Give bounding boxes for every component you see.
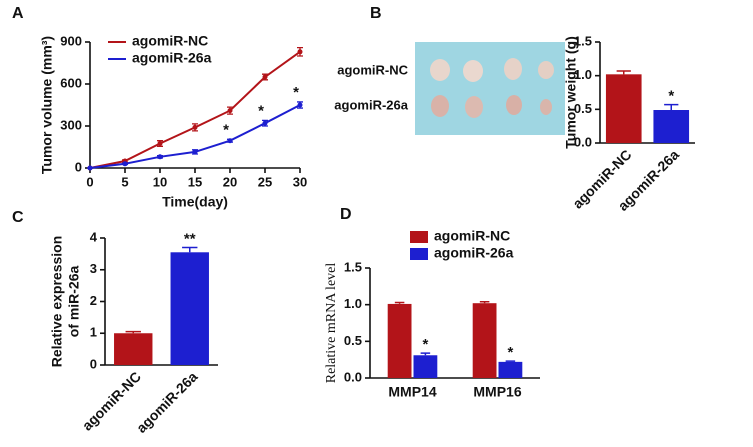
legend-swatch [410,248,428,260]
y-tick-label: 1.5 [344,259,362,274]
tumor [463,60,483,82]
x-tick-label: MMP14 [388,384,436,400]
point [262,74,268,80]
photo-background [415,42,565,135]
tumor [431,95,449,117]
x-tick-label: 25 [258,174,272,189]
y-axis-label: Relative mRNA level [324,263,339,384]
x-tick-label: 20 [223,174,237,189]
x-tick-label: 10 [153,174,167,189]
series-line [89,104,301,169]
point [297,49,303,55]
error-bar [125,330,141,334]
y-axis-label: Tumor weight (g) [563,36,579,149]
y-tick-label: 0.0 [574,134,592,149]
y-tick-label: 2 [90,293,97,308]
tumor [504,58,522,80]
bar [413,355,438,378]
error-bar [182,246,198,253]
image-row-label: agomiR-26a [334,97,408,112]
bar [605,74,642,143]
error-bar [479,300,490,304]
significance: * [422,336,428,353]
significance: * [668,88,674,105]
significance: * [293,84,299,101]
tumor [506,95,522,115]
panel-label: A [12,5,24,22]
error-bar [505,360,516,362]
legend-swatch [410,231,428,243]
y-tick-label: 300 [60,117,82,132]
bar [653,110,690,143]
y-axis-label: Relative expression [49,236,65,368]
panel-label: B [370,5,382,22]
panel-label: C [12,209,24,226]
y-tick-label: 0.0 [344,369,362,384]
error-bar [616,70,631,75]
x-tick-label: 30 [293,174,307,189]
image-row-label: agomiR-NC [337,62,408,77]
point [227,108,233,114]
bar [114,333,153,365]
tumor-photo [415,42,565,135]
point [192,124,198,130]
tumor [465,96,483,118]
significance: * [258,102,264,119]
error-bar [420,352,431,356]
significance: * [507,344,513,361]
point [157,154,163,160]
y-tick-label: 0.5 [574,101,592,116]
tumor [430,59,450,81]
y-tick-label: 1.0 [344,296,362,311]
x-tick-label: 0 [86,174,93,189]
y-tick-label: 0 [75,159,82,174]
y-tick-label: 0 [90,356,97,371]
y-tick-label: 1.5 [574,33,592,48]
point [262,120,268,126]
error-bar [394,301,405,304]
y-tick-label: 600 [60,75,82,90]
y-tick-label: 900 [60,33,82,48]
x-tick-label: 15 [188,174,202,189]
point [297,102,303,108]
x-tick-label: agomiR-26a [133,368,201,436]
y-axis-label: of miR-26a [66,266,82,338]
significance: * [223,121,229,138]
legend-label: agomiR-26a [434,245,514,261]
y-tick-label: 1 [90,325,97,340]
x-tick-label: 5 [121,174,128,189]
point [87,165,93,171]
legend-label: agomiR-NC [132,33,208,49]
x-tick-label: MMP16 [473,384,521,400]
point [192,149,198,155]
bar [387,303,412,378]
y-tick-label: 3 [90,261,97,276]
tumor [538,61,554,79]
significance: ** [184,230,196,247]
point [122,161,128,167]
y-tick-label: 0.5 [344,333,362,348]
tumor [540,99,552,115]
bar [472,303,497,378]
point [227,138,233,144]
bar [498,361,523,378]
point [157,141,163,146]
error-bar [664,103,679,111]
y-axis-label: Tumor volume (mm³) [39,36,55,174]
y-tick-label: 1.0 [574,67,592,82]
panel-label: D [340,206,352,223]
y-tick-label: 4 [90,229,98,244]
legend-label: agomiR-26a [132,50,212,66]
bar [170,252,209,365]
legend-label: agomiR-NC [434,228,510,244]
x-axis-label: Time(day) [162,194,228,210]
